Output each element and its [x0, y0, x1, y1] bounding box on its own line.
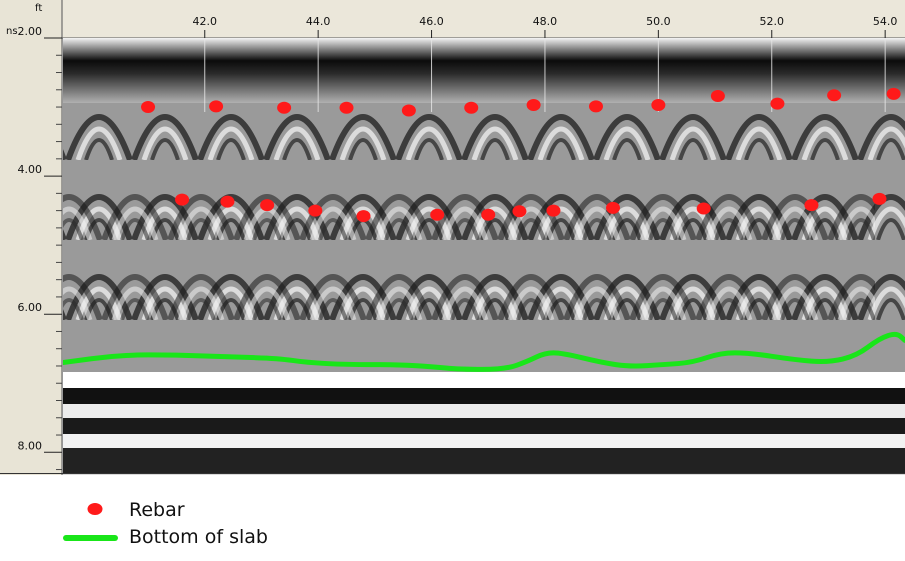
rebar-point [175, 193, 190, 206]
rebar-point [356, 210, 371, 223]
rebar-point [260, 199, 275, 212]
y-axis-ticks: 2.00 4.00 6.00 8.00 [18, 25, 62, 471]
rebar-point [651, 98, 666, 111]
x-tick-label: 52.0 [760, 15, 785, 28]
rebar-point [481, 208, 496, 221]
rebar-point [872, 192, 887, 205]
x-tick-label: 42.0 [193, 15, 218, 28]
rebar-point [710, 90, 725, 102]
legend-item-bottom-of-slab: Bottom of slab [63, 526, 268, 548]
y-tick-label: 4.00 [18, 163, 43, 176]
x-tick-label: 44.0 [306, 15, 331, 28]
rebar-point [430, 208, 445, 221]
x-tick-label: 50.0 [646, 15, 671, 28]
rebar-point [605, 201, 620, 214]
rebar-point [220, 195, 235, 208]
rebar-point [141, 101, 156, 114]
rebar-point [209, 100, 224, 113]
rebar-point [277, 101, 292, 114]
y-tick-label: 2.00 [18, 25, 43, 38]
rebar-point [588, 100, 603, 113]
rebar-point [804, 199, 819, 212]
series-layer [63, 87, 905, 372]
legend-label-bottom-of-slab: Bottom of slab [129, 526, 268, 548]
rebar-point [526, 98, 541, 111]
rebar-point [546, 204, 561, 217]
rebar-point [308, 204, 323, 217]
x-tick-label: 48.0 [533, 15, 558, 28]
rebar-point [512, 205, 527, 218]
rebar-point [696, 202, 711, 215]
rebar-point [401, 104, 416, 117]
x-tick-label: 46.0 [419, 15, 444, 28]
rebar-point [339, 101, 354, 114]
x-tick-label: 54.0 [873, 15, 898, 28]
y-axis-unit-label: ns [6, 26, 18, 37]
legend-item-rebar: Rebar [87, 499, 185, 521]
x-axis-ticks: 42.0 44.0 46.0 48.0 50.0 52.0 54.0 [193, 15, 898, 112]
y-tick-label: 6.00 [18, 301, 43, 314]
legend: Rebar Bottom of slab [63, 499, 268, 548]
y-tick-label: 8.00 [18, 439, 43, 452]
rebar-point [827, 89, 842, 102]
legend-label-rebar: Rebar [129, 499, 185, 521]
legend-swatch-rebar [87, 503, 103, 515]
rebar-point [886, 87, 901, 100]
bottom-of-slab-line [63, 331, 905, 372]
rebar-point [770, 97, 785, 110]
rebar-point [464, 101, 479, 114]
x-axis-unit-label: ft [35, 3, 42, 14]
radargram-scan-image [63, 38, 905, 473]
